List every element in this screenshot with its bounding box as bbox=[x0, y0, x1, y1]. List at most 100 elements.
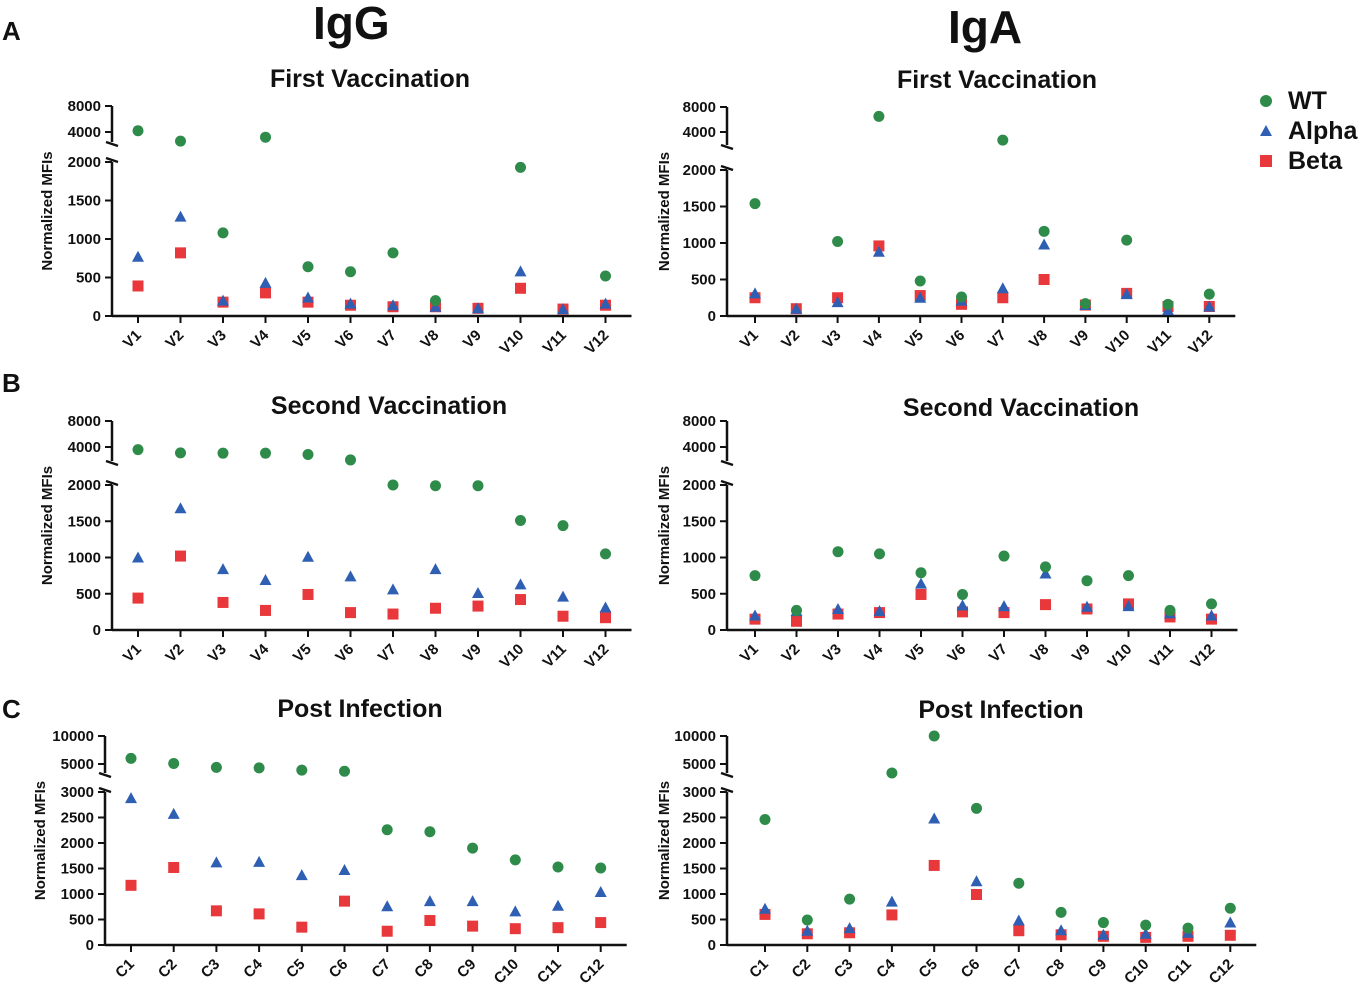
data-point-wt bbox=[387, 247, 399, 259]
data-point-alpha bbox=[1120, 288, 1133, 300]
data-point-wt bbox=[260, 131, 271, 143]
data-point-alpha bbox=[594, 885, 607, 897]
data-point-wt bbox=[971, 802, 982, 814]
y-tick-label: 500 bbox=[691, 586, 716, 603]
data-point-alpha bbox=[514, 265, 527, 277]
data-point-alpha bbox=[831, 296, 844, 308]
data-point-beta bbox=[387, 608, 399, 620]
axis-break-mark bbox=[105, 459, 119, 467]
x-tick-label: C7 bbox=[1000, 956, 1026, 982]
igg-column-header: IgG bbox=[313, 0, 390, 49]
y-tick-label: 500 bbox=[76, 270, 101, 287]
y-tick-label: 1500 bbox=[68, 193, 101, 210]
y-axis-label: Normalized MFIs bbox=[32, 781, 49, 900]
data-point-beta bbox=[210, 905, 222, 917]
data-point-beta bbox=[915, 588, 927, 600]
chart-panel-5: Post Infection Normalized MFIs 0 500 1000 150… bbox=[32, 695, 627, 987]
iga-column-header: IgA bbox=[948, 1, 1023, 53]
data-point-beta bbox=[557, 610, 569, 622]
x-tick-label: C6 bbox=[958, 956, 984, 982]
y-axis-label: Normalized MFIs bbox=[656, 466, 673, 585]
data-point-alpha bbox=[790, 302, 803, 314]
data-point-alpha bbox=[210, 856, 223, 868]
x-tick-label: V6 bbox=[332, 327, 357, 352]
x-tick-label: C11 bbox=[1164, 956, 1195, 987]
data-point-alpha bbox=[217, 563, 229, 575]
data-point-beta bbox=[430, 602, 441, 614]
y-tick-label: 1000 bbox=[683, 550, 716, 567]
x-tick-label: V3 bbox=[205, 327, 230, 352]
panel-letter-b: B bbox=[2, 368, 21, 398]
x-tick-label: C10 bbox=[491, 956, 522, 987]
data-point-wt bbox=[175, 447, 186, 459]
beta-square-icon bbox=[1260, 155, 1272, 167]
axis-break-mark bbox=[98, 786, 112, 794]
data-point-alpha bbox=[599, 601, 612, 613]
data-point-wt bbox=[1079, 298, 1091, 310]
y-tick-label: 1500 bbox=[683, 199, 716, 216]
data-point-wt bbox=[844, 893, 856, 905]
y-axis-label: Normalized MFIs bbox=[656, 152, 673, 271]
data-point-wt bbox=[1081, 575, 1093, 587]
x-tick-label: V6 bbox=[944, 641, 969, 666]
axis-break-mark bbox=[720, 459, 734, 467]
y-tick-label: 3000 bbox=[61, 784, 94, 801]
chart-panel-2: First Vaccination Normalized MFIs 0 500 1000… bbox=[656, 66, 1236, 358]
data-point-alpha bbox=[872, 245, 885, 257]
y-tick-label: 500 bbox=[76, 586, 101, 603]
data-point-wt bbox=[387, 479, 399, 491]
data-point-wt bbox=[302, 261, 314, 273]
data-point-wt bbox=[217, 227, 229, 239]
data-point-alpha bbox=[1205, 609, 1218, 621]
data-point-beta bbox=[928, 859, 940, 871]
chart-title: Post Infection bbox=[277, 695, 442, 723]
data-point-alpha bbox=[472, 587, 484, 599]
y-tick-label: 500 bbox=[691, 912, 716, 929]
x-tick-label: V5 bbox=[903, 641, 928, 666]
data-point-alpha bbox=[302, 291, 314, 303]
data-point-wt bbox=[345, 266, 356, 278]
x-tick-label: V9 bbox=[460, 641, 485, 666]
data-point-wt bbox=[430, 295, 441, 307]
y-axis-label: Normalized MFIs bbox=[39, 466, 56, 585]
wt-circle-icon bbox=[1260, 95, 1272, 107]
data-point-beta bbox=[595, 917, 607, 929]
y-tick-label: 4000 bbox=[683, 439, 716, 456]
data-point-wt bbox=[791, 604, 802, 616]
data-point-wt bbox=[1055, 906, 1067, 918]
chart-title: First Vaccination bbox=[897, 66, 1097, 94]
data-point-wt bbox=[997, 134, 1009, 146]
x-tick-label: C7 bbox=[368, 956, 394, 982]
legend-label-wt: WT bbox=[1288, 86, 1327, 115]
data-point-alpha bbox=[1203, 300, 1216, 312]
x-tick-label: C9 bbox=[454, 956, 480, 982]
x-tick-label: V8 bbox=[1026, 327, 1051, 352]
data-point-wt bbox=[253, 762, 265, 774]
x-tick-label: C10 bbox=[1121, 956, 1152, 987]
data-point-alpha bbox=[295, 869, 308, 881]
data-point-alpha bbox=[998, 600, 1010, 612]
data-point-wt bbox=[424, 826, 436, 838]
data-point-beta bbox=[260, 604, 271, 616]
x-tick-label: V3 bbox=[820, 641, 845, 666]
x-tick-label: C5 bbox=[915, 956, 941, 982]
x-tick-label: V9 bbox=[1069, 641, 1094, 666]
data-point-beta bbox=[886, 909, 898, 921]
data-point-alpha bbox=[509, 905, 522, 917]
y-tick-label: 4000 bbox=[68, 439, 101, 456]
data-point-beta bbox=[424, 915, 436, 927]
data-point-wt bbox=[302, 448, 314, 460]
x-tick-label: V10 bbox=[1103, 327, 1134, 358]
data-point-beta bbox=[345, 607, 356, 619]
data-point-alpha bbox=[843, 922, 856, 934]
data-point-alpha bbox=[885, 895, 898, 907]
data-point-beta bbox=[759, 908, 771, 920]
data-point-wt bbox=[430, 480, 441, 492]
data-point-alpha bbox=[557, 590, 569, 602]
data-point-alpha bbox=[344, 570, 357, 582]
data-point-wt bbox=[125, 752, 137, 764]
data-point-beta bbox=[1038, 274, 1050, 285]
x-tick-label: C3 bbox=[831, 956, 857, 982]
x-tick-label: C1 bbox=[112, 956, 138, 982]
data-point-alpha bbox=[759, 902, 771, 914]
